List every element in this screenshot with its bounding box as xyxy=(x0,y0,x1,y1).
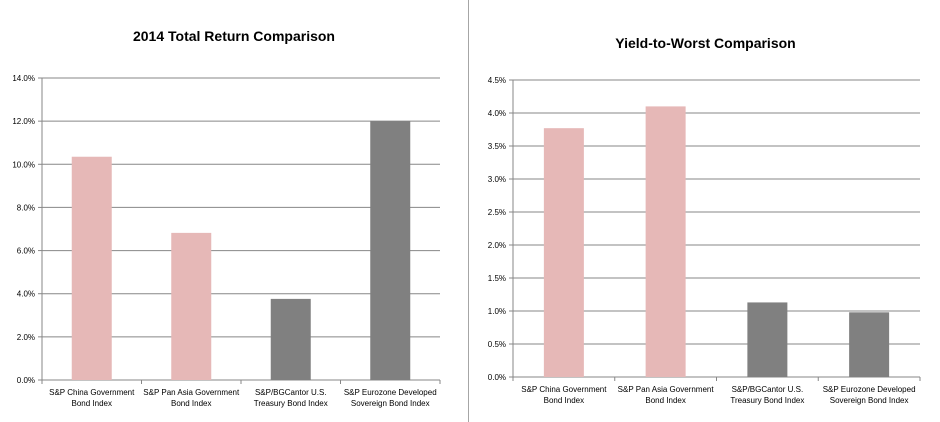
y-tick-label: 14.0% xyxy=(12,74,35,83)
y-tick-label: 8.0% xyxy=(17,203,35,212)
chart-panel-total-return: 2014 Total Return Comparison 0.0% 2.0% 4.0… xyxy=(0,0,468,422)
category-label: S&P China Government xyxy=(49,388,135,397)
bar xyxy=(171,232,212,380)
y-tick-label: 6.0% xyxy=(17,247,35,256)
category-label: Bond Index xyxy=(544,396,584,405)
y-tick-label: 4.0% xyxy=(488,109,506,118)
category-label: S&P Eurozone Developed xyxy=(344,388,437,397)
y-tick-label: 0.0% xyxy=(17,376,35,385)
bar xyxy=(849,312,890,377)
y-tick-label: 2.5% xyxy=(488,208,506,217)
category-label: S&P Pan Asia Government xyxy=(143,388,240,397)
bar-chart-yield-to-worst: 0.0% 0.5% 1.0% 1.5% 2.0% 2.5% 3.0% 3.5% 4.0% 4.5%… xyxy=(488,76,921,405)
chart-panel-yield-to-worst: Yield-to-Worst Comparison 0.0% 0.5% 1.0% 1.… xyxy=(471,0,940,422)
bar xyxy=(645,106,686,378)
bar xyxy=(71,156,112,380)
y-tick-label: 4.0% xyxy=(17,290,35,299)
category-label: Treasury Bond Index xyxy=(254,399,328,408)
y-tick-label: 2.0% xyxy=(17,333,35,342)
y-tick-label: 10.0% xyxy=(12,160,35,169)
bar xyxy=(270,298,311,380)
y-tick-label: 4.5% xyxy=(488,76,506,85)
chart-title: Yield-to-Worst Comparison xyxy=(615,35,796,51)
category-label: Treasury Bond Index xyxy=(730,396,804,405)
bar xyxy=(370,121,411,381)
bar-chart-total-return: 0.0% 2.0% 4.0% 6.0% 8.0% 10.0% 12.0% 14.0% S&P C… xyxy=(12,74,441,408)
category-label: S&P China Government xyxy=(521,385,607,394)
chart-title: 2014 Total Return Comparison xyxy=(132,28,335,44)
category-label: S&P/BGCantor U.S. xyxy=(732,385,804,394)
y-tick-label: 0.0% xyxy=(488,373,506,382)
category-label: Sovereign Bond Index xyxy=(830,396,909,405)
category-label: Bond Index xyxy=(645,396,685,405)
category-label: S&P Pan Asia Government xyxy=(618,385,715,394)
bar xyxy=(543,128,584,377)
y-tick-label: 1.0% xyxy=(488,307,506,316)
category-label: S&P Eurozone Developed xyxy=(823,385,916,394)
panel-divider xyxy=(468,0,469,422)
category-label: Bond Index xyxy=(72,399,112,408)
category-label: Sovereign Bond Index xyxy=(351,399,430,408)
y-tick-label: 3.5% xyxy=(488,142,506,151)
category-label: S&P/BGCantor U.S. xyxy=(255,388,327,397)
y-tick-label: 2.0% xyxy=(488,241,506,250)
y-tick-label: 1.5% xyxy=(488,274,506,283)
y-tick-label: 0.5% xyxy=(488,340,506,349)
y-tick-label: 12.0% xyxy=(12,117,35,126)
bar xyxy=(747,302,788,377)
y-tick-label: 3.0% xyxy=(488,175,506,184)
category-label: Bond Index xyxy=(171,399,211,408)
